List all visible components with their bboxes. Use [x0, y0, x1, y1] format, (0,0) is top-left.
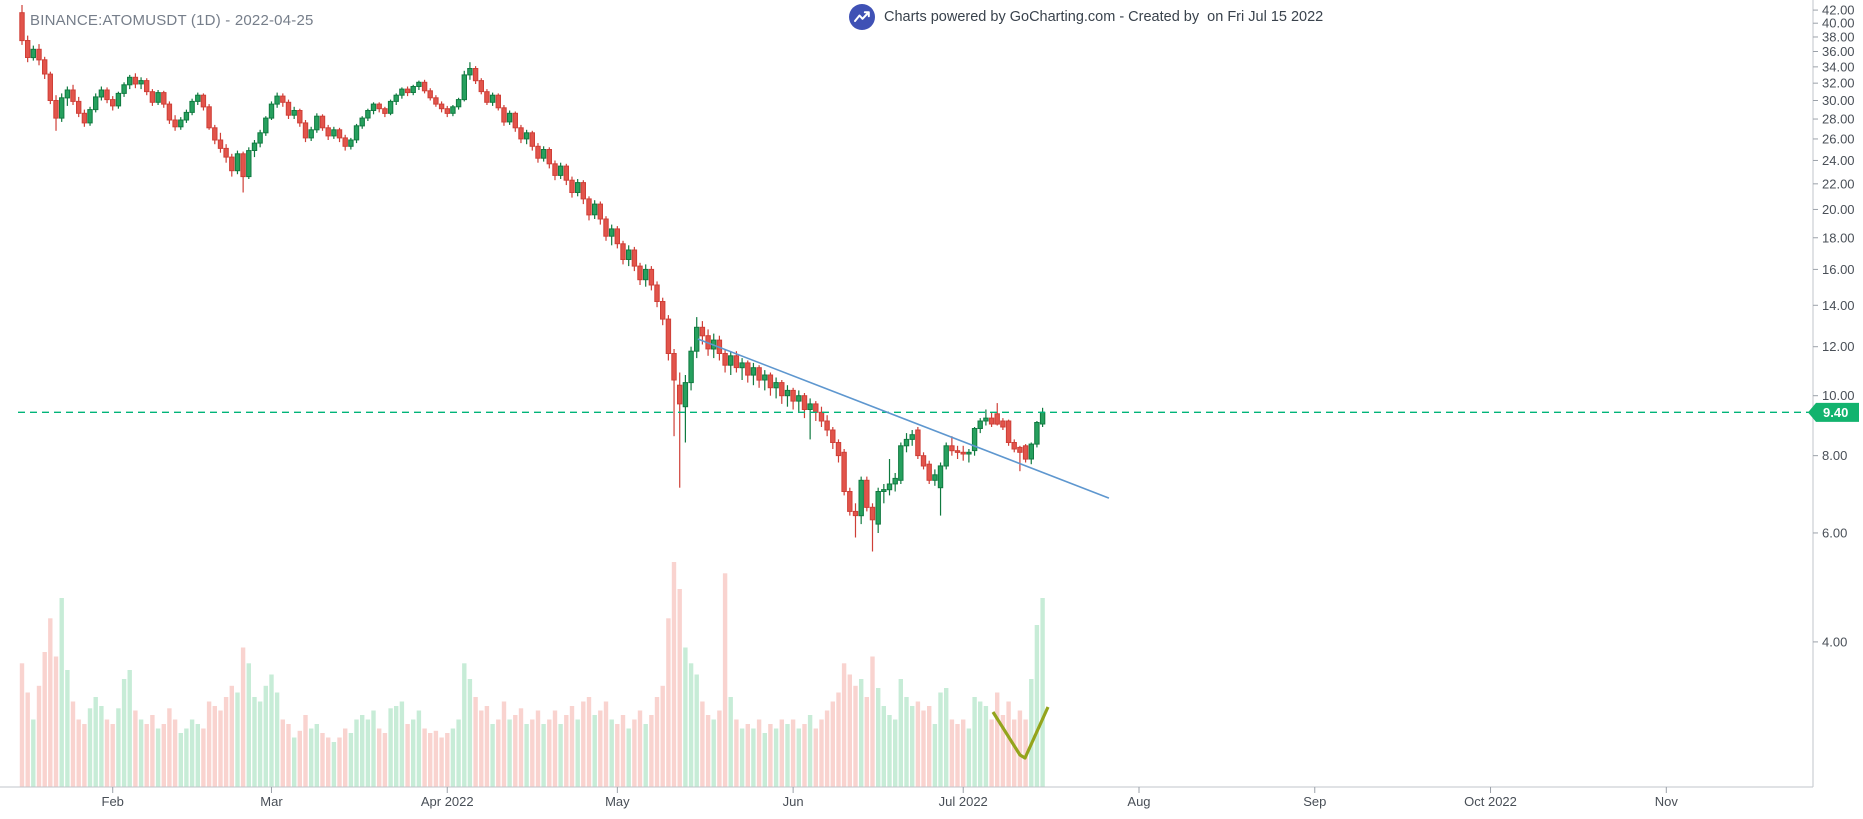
check-mark-drawing[interactable]: [991, 706, 1050, 760]
time-tick-label: Sep: [1303, 794, 1326, 809]
trendline-drawing[interactable]: [697, 338, 1110, 499]
time-tick-label: Aug: [1127, 794, 1150, 809]
time-tick-label: Apr 2022: [421, 794, 474, 809]
price-tick-label: 4.00: [1822, 634, 1847, 649]
price-tick-label: 28.00: [1822, 112, 1855, 127]
time-tick-label: Jun: [783, 794, 804, 809]
price-tick-label: 40.00: [1822, 16, 1855, 31]
price-tick-label: 42.00: [1822, 3, 1855, 18]
volume-bars: [19, 562, 1045, 788]
gocharting-logo-icon: [849, 4, 875, 30]
symbol-title: BINANCE:ATOMUSDT (1D) - 2022-04-25: [30, 12, 314, 29]
price-tick-label: 24.00: [1822, 153, 1855, 168]
price-tick-label: 22.00: [1822, 176, 1855, 191]
price-tick-label: 20.00: [1822, 202, 1855, 217]
watermark-text: Charts powered by GoCharting.com - Creat…: [884, 9, 1324, 25]
time-tick-label: Mar: [260, 794, 283, 809]
price-tick-label: 14.00: [1822, 298, 1855, 313]
last-price-pill: 9.40: [1808, 402, 1859, 422]
time-tick-label: Oct 2022: [1464, 794, 1517, 809]
time-tick-label: Jul 2022: [939, 794, 988, 809]
price-tick-label: 8.00: [1822, 448, 1847, 463]
time-tick-label: Feb: [102, 794, 124, 809]
price-tick-label: 16.00: [1822, 262, 1855, 277]
price-tick-label: 12.00: [1822, 339, 1855, 354]
gocharting-watermark: Charts powered by GoCharting.com - Creat…: [849, 4, 1323, 30]
time-tick-label: Nov: [1655, 794, 1679, 809]
time-axis[interactable]: Feb Mar Apr 2022 May Jun Jul 2022 Aug Sep Oct 20…: [0, 786, 1813, 809]
price-tick-label: 18.00: [1822, 230, 1855, 245]
price-tick-label: 34.00: [1822, 59, 1855, 74]
price-tick-label: 30.00: [1822, 93, 1855, 108]
time-tick-label: May: [605, 794, 630, 809]
price-tick-label: 36.00: [1822, 44, 1855, 59]
price-tick-label: 10.00: [1822, 388, 1855, 403]
price-tick-label: 26.00: [1822, 131, 1855, 146]
price-tick-label: 38.00: [1822, 29, 1855, 44]
price-tick-label: 32.00: [1822, 76, 1855, 91]
last-price-text: 9.40: [1823, 405, 1848, 420]
price-tick-label: 6.00: [1822, 525, 1847, 540]
candles: [19, 5, 1046, 552]
